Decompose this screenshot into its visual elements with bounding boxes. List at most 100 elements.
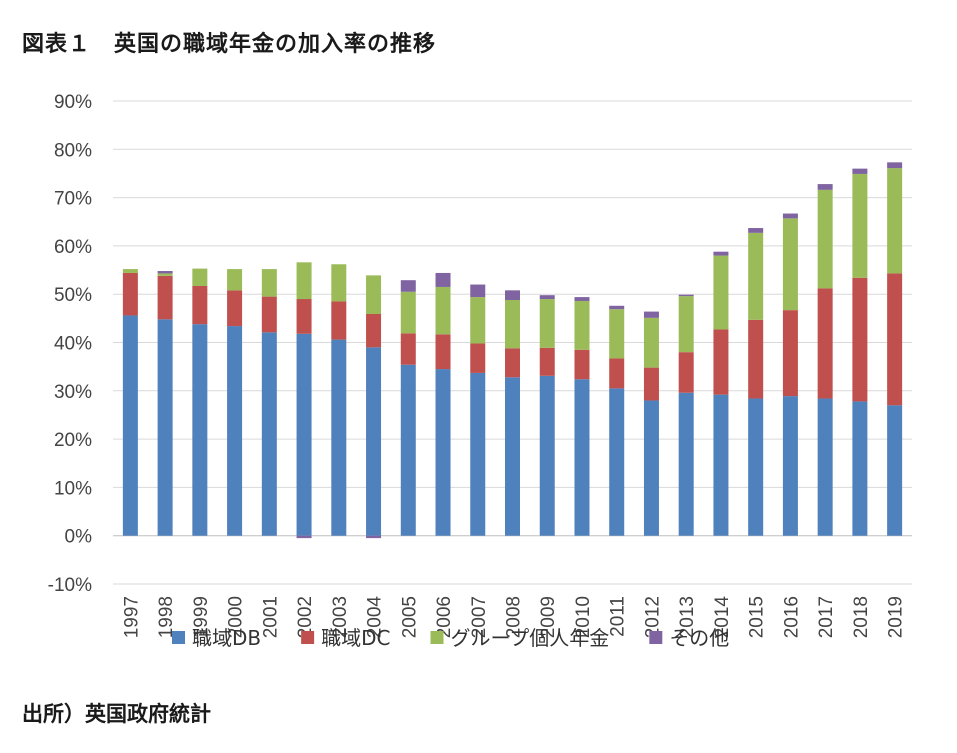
bar-segment xyxy=(261,269,277,297)
x-tick-label: 1997 xyxy=(121,596,142,638)
bar-segment xyxy=(817,189,833,289)
legend-swatch xyxy=(649,631,663,644)
bar-segment xyxy=(539,347,555,376)
x-tick-label: 2003 xyxy=(330,596,351,638)
bar-segment xyxy=(643,400,659,536)
bar-segment xyxy=(296,333,312,536)
bars xyxy=(122,162,903,539)
bar-segment xyxy=(366,535,382,539)
bar-segment xyxy=(539,299,555,348)
bar-segment xyxy=(331,339,347,536)
bar-segment xyxy=(435,369,451,536)
y-tick-label: 50% xyxy=(54,285,92,306)
bar-segment xyxy=(400,280,416,292)
x-tick-label: 2016 xyxy=(781,596,802,638)
bar-segment xyxy=(192,268,208,286)
bar-segment xyxy=(122,315,138,536)
bar-segment xyxy=(817,184,833,190)
bar-segment xyxy=(505,348,520,378)
x-tick-label: 2010 xyxy=(573,596,594,638)
x-tick-label: 1999 xyxy=(191,596,212,638)
y-tick-label: -10% xyxy=(48,575,92,596)
bar-segment xyxy=(470,297,486,344)
x-tick-label: 2000 xyxy=(226,596,247,638)
bar-segment xyxy=(192,324,208,536)
bar-segment xyxy=(609,305,625,310)
bar-segment xyxy=(574,379,590,536)
x-tick-label: 2002 xyxy=(295,596,316,638)
bar-segment xyxy=(852,277,868,402)
bar-segment xyxy=(713,394,729,536)
bar-segment xyxy=(227,269,243,291)
bar-segment xyxy=(227,326,243,536)
bar-segment xyxy=(296,262,312,300)
x-tick-label: 2018 xyxy=(851,596,872,638)
bar-segment xyxy=(296,535,312,539)
bar-segment xyxy=(574,300,590,350)
bar-segment xyxy=(887,405,903,536)
bar-segment xyxy=(609,388,625,536)
bar-segment xyxy=(366,275,382,315)
x-tick-label: 2001 xyxy=(260,596,281,638)
bar-segment xyxy=(366,314,382,348)
x-tick-label: 2008 xyxy=(504,596,525,638)
y-tick-label: 10% xyxy=(54,478,92,499)
y-tick-label: 70% xyxy=(54,189,92,210)
x-tick-label: 2011 xyxy=(608,596,629,637)
bar-segment xyxy=(748,228,764,233)
bar-segment xyxy=(609,358,625,389)
bar-segment xyxy=(435,272,451,287)
bar-segment xyxy=(678,296,694,353)
x-tick-label: 2014 xyxy=(712,596,733,639)
legend-swatch xyxy=(301,631,315,644)
bar-segment xyxy=(400,364,416,536)
bar-segment xyxy=(609,309,625,359)
bar-segment xyxy=(748,232,764,320)
bar-segment xyxy=(192,285,208,325)
x-tick-label: 2012 xyxy=(642,596,663,638)
bar-segment xyxy=(782,310,798,397)
legend: 職域DB 職域DC グループ個人年金 その他 xyxy=(172,626,729,650)
bar-segment xyxy=(261,296,277,333)
bar-segment xyxy=(157,319,173,536)
bar-segment xyxy=(678,352,694,393)
bar-segment xyxy=(470,372,486,536)
bar-segment xyxy=(296,299,312,334)
bar-segment xyxy=(122,272,138,316)
bar-segment xyxy=(643,367,659,401)
legend-label: 職域DB xyxy=(192,626,261,650)
bar-segment xyxy=(505,290,520,300)
bar-segment xyxy=(261,332,277,536)
bar-segment xyxy=(782,213,798,219)
x-tick-label: 2009 xyxy=(538,596,559,638)
bar-segment xyxy=(122,269,138,273)
legend-label: グループ個人年金 xyxy=(451,626,610,650)
y-axis-ticks: -10% 0% 10% 20% 30% 40% 50% 60% 70% 80% 90% xyxy=(48,92,92,596)
bar-segment xyxy=(157,273,173,276)
bar-segment xyxy=(435,334,451,370)
chart-title: 図表１ 英国の職域年金の加入率の推移 xyxy=(22,32,437,57)
y-tick-label: 0% xyxy=(65,527,93,548)
y-tick-label: 80% xyxy=(54,140,92,161)
y-tick-label: 20% xyxy=(54,430,92,451)
source-note: 出所）英国政府統計 xyxy=(22,702,211,726)
bar-segment xyxy=(331,264,347,302)
bar-segment xyxy=(505,377,520,536)
x-tick-label: 1998 xyxy=(156,596,177,638)
bar-segment xyxy=(643,311,659,318)
legend-label: その他 xyxy=(669,626,729,650)
x-tick-label: 2006 xyxy=(434,596,455,638)
x-tick-label: 2015 xyxy=(747,596,768,638)
x-tick-label: 2004 xyxy=(365,596,386,639)
bar-segment xyxy=(887,273,903,406)
bar-segment xyxy=(574,297,590,301)
bar-segment xyxy=(782,396,798,536)
bar-segment xyxy=(539,295,555,300)
bar-segment xyxy=(574,349,590,380)
y-tick-label: 30% xyxy=(54,382,92,403)
bar-segment xyxy=(331,301,347,340)
bar-segment xyxy=(157,275,173,320)
bar-segment xyxy=(852,168,868,174)
bar-segment xyxy=(748,319,764,399)
